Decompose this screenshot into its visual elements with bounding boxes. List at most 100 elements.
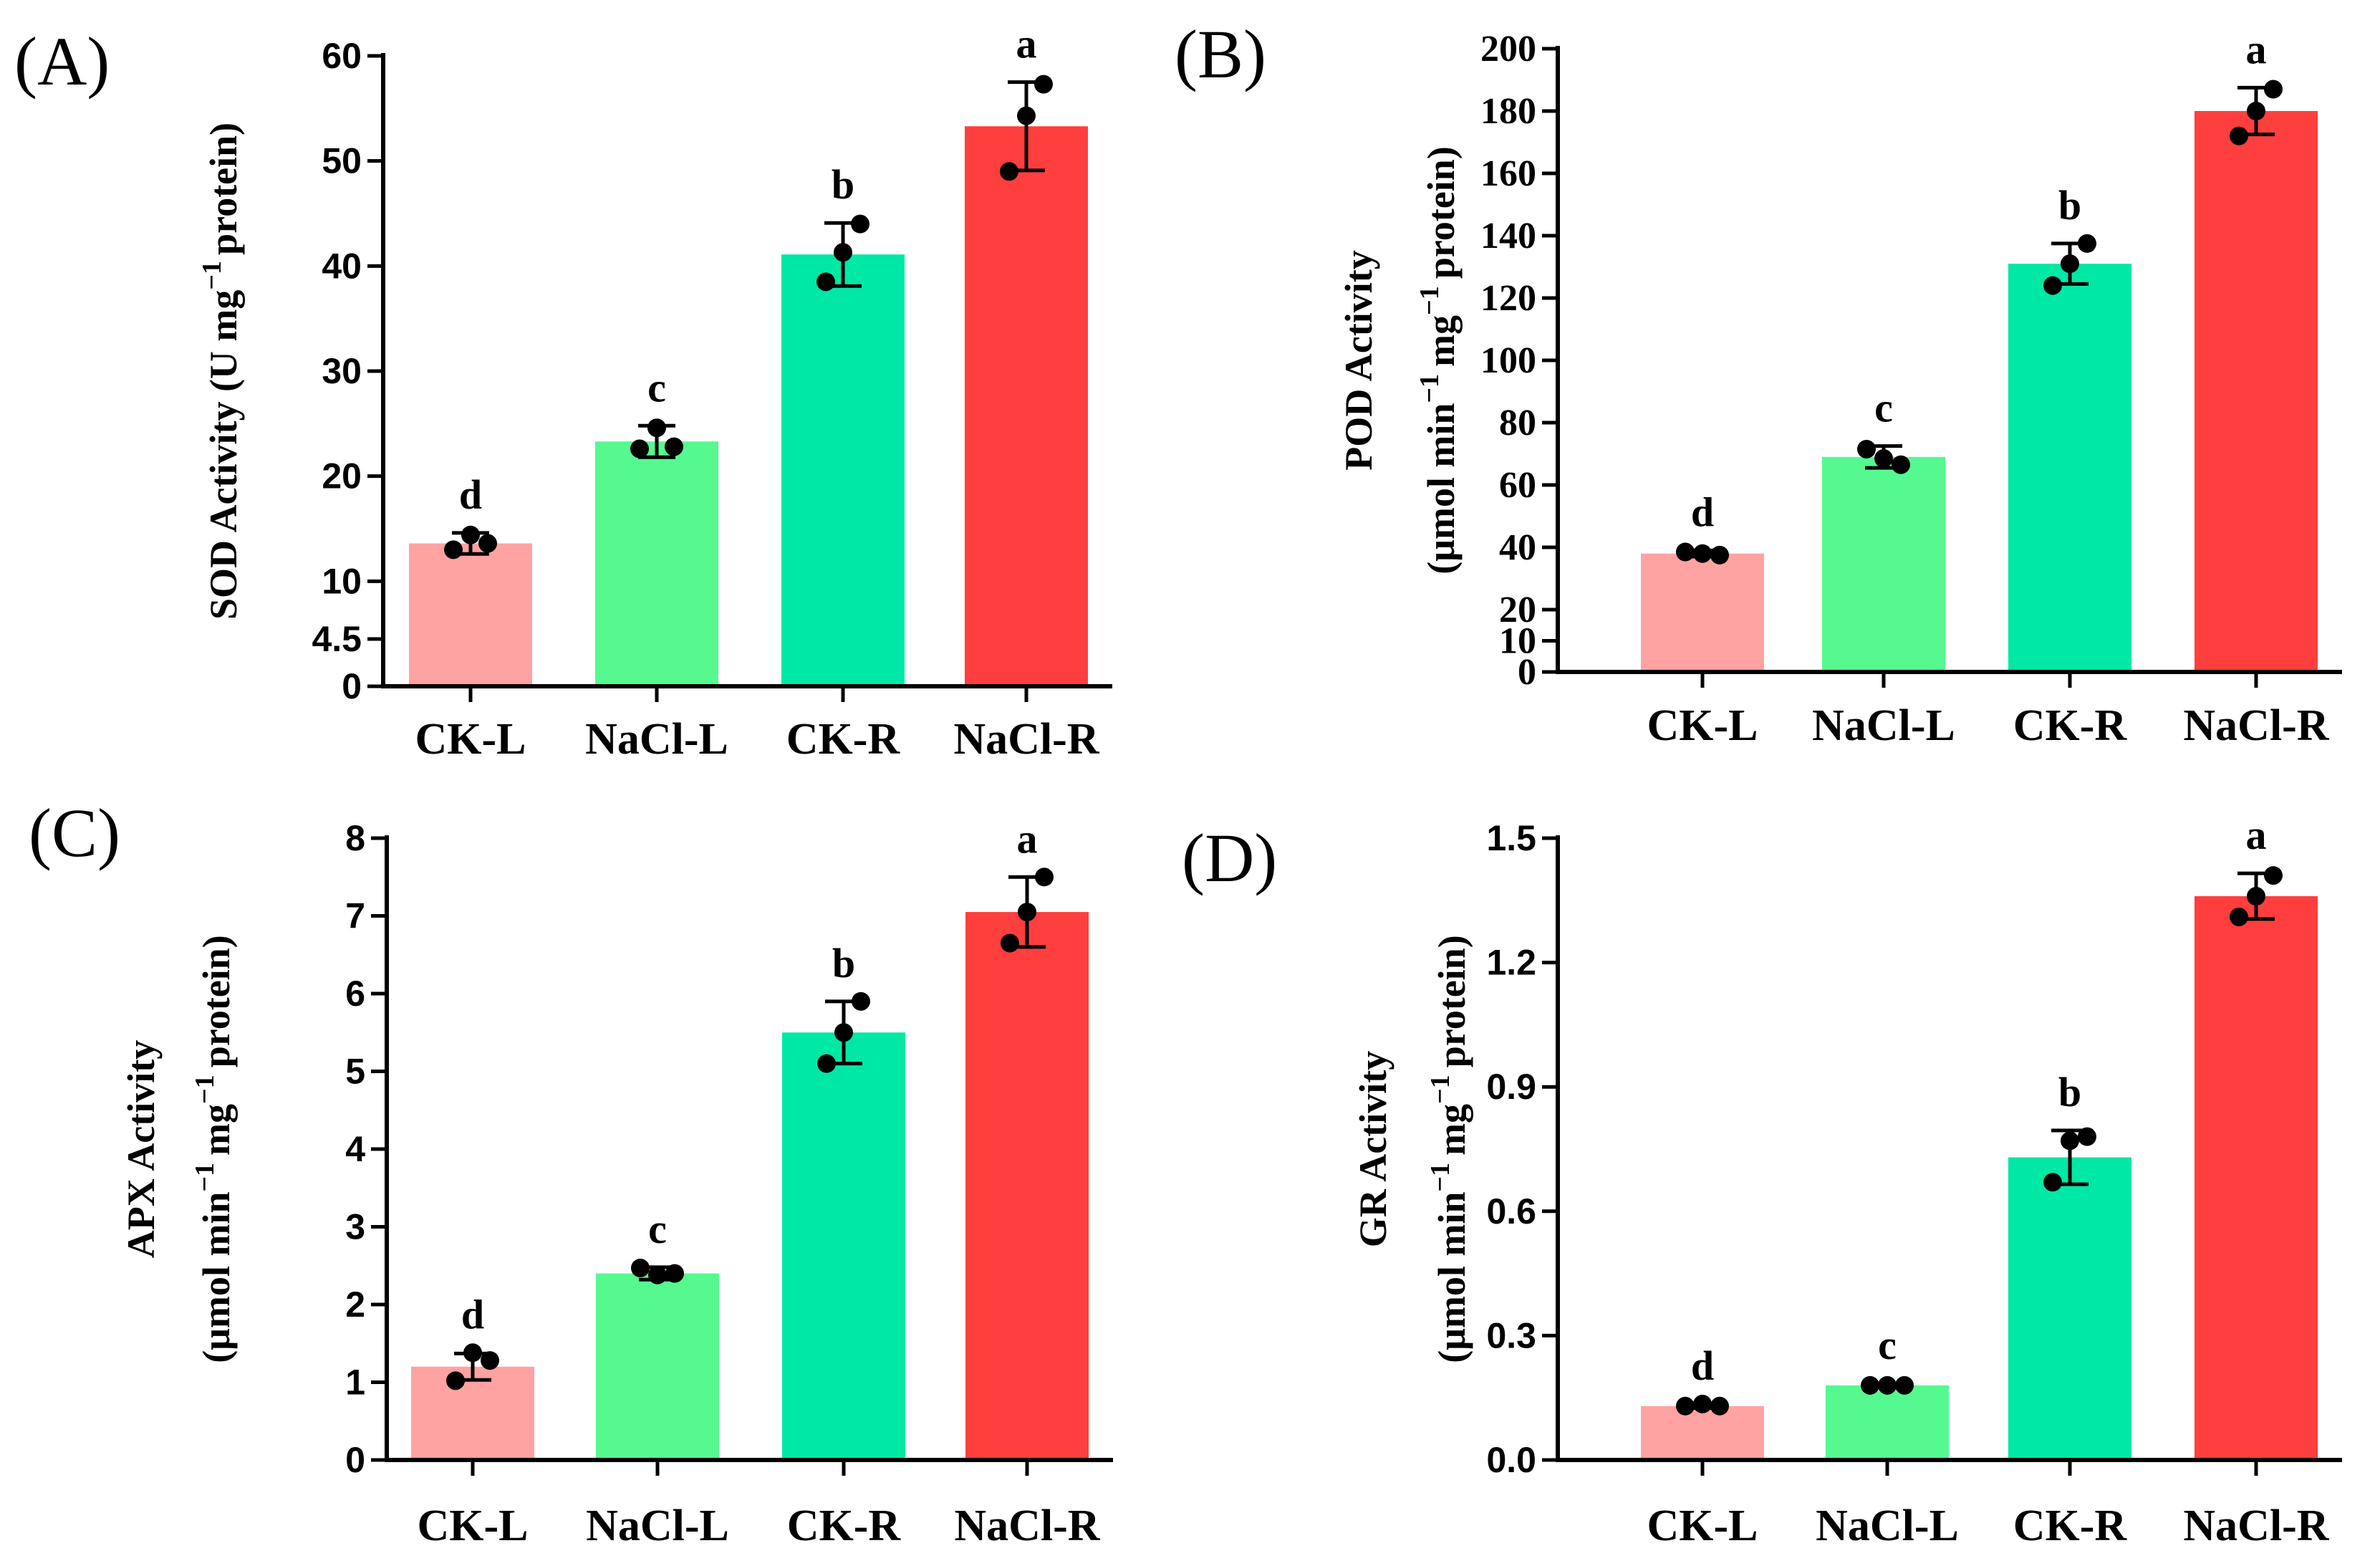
- y-tick-label: 30: [322, 351, 362, 391]
- bar-ck-l: [1641, 1406, 1764, 1460]
- significance-letter: d: [1691, 489, 1714, 535]
- y-axis-title-units: (μmol min−1mg−1protein): [190, 935, 238, 1363]
- data-point: [2247, 887, 2265, 906]
- panel-label: (B): [1175, 16, 1266, 92]
- y-axis-title: SOD Activity (U mg−1 protein): [197, 123, 245, 620]
- significance-letter: c: [1878, 1322, 1897, 1368]
- data-point: [834, 243, 852, 262]
- bar-ck-l: [409, 543, 532, 686]
- y-tick-label: 4.5: [312, 619, 362, 659]
- y-axis-units-part: mg: [1420, 315, 1463, 367]
- data-point: [2061, 254, 2079, 274]
- significance-letter: a: [2246, 812, 2267, 858]
- y-tick-label: 100: [1480, 340, 1536, 381]
- y-tick-label: 5: [345, 1052, 365, 1092]
- bar-ck-r: [2008, 264, 2131, 672]
- data-point: [1710, 545, 1729, 565]
- y-axis-units-part: (μmol min: [195, 1192, 238, 1363]
- y-tick-label: 6: [345, 974, 365, 1014]
- category-label: CK-R: [786, 715, 901, 764]
- y-axis-title: POD Activity: [1337, 250, 1380, 470]
- y-tick-label: 7: [345, 896, 365, 936]
- data-point: [647, 418, 666, 438]
- data-point: [481, 1351, 499, 1370]
- data-point: [2264, 866, 2283, 885]
- y-tick-label: 4: [345, 1129, 365, 1169]
- significance-letter: b: [832, 161, 854, 208]
- significance-letter: b: [2058, 1069, 2081, 1115]
- data-point: [1034, 75, 1053, 94]
- data-point: [2043, 1173, 2062, 1192]
- y-tick-label: 50: [322, 141, 362, 181]
- category-label: NaCl-R: [953, 715, 1099, 764]
- y-tick-label: 120: [1480, 278, 1536, 319]
- data-point: [1676, 542, 1695, 562]
- data-point: [2043, 276, 2062, 295]
- data-point: [834, 1023, 853, 1042]
- data-point: [1676, 1396, 1695, 1416]
- y-tick-label: 60: [322, 36, 362, 76]
- category-label: CK-L: [415, 715, 526, 764]
- significance-letter: d: [461, 1291, 484, 1337]
- panel-label: (D): [1182, 820, 1277, 896]
- bar-ck-r: [782, 1032, 905, 1460]
- data-point: [1892, 455, 1910, 474]
- significance-letter: d: [1691, 1342, 1714, 1389]
- significance-letter: c: [1874, 385, 1893, 431]
- significance-letter: d: [459, 471, 482, 518]
- y-axis-units-sup: −1: [190, 1163, 220, 1192]
- y-axis-units-sup: −1: [1425, 1163, 1455, 1192]
- y-axis-title-sup: −1: [197, 261, 227, 290]
- category-label: NaCl-L: [585, 715, 728, 764]
- bar-ck-l: [1641, 553, 1764, 672]
- category-label: CK-R: [2013, 701, 2128, 750]
- data-point: [444, 540, 463, 559]
- data-point: [1001, 933, 1019, 953]
- data-point: [851, 214, 869, 234]
- data-point: [1693, 1394, 1712, 1413]
- y-tick-label: 0.9: [1486, 1067, 1536, 1107]
- y-axis-units-part: mg: [1430, 1104, 1473, 1156]
- y-tick-label: 0: [1518, 652, 1536, 693]
- data-point: [2078, 234, 2096, 253]
- data-point: [2230, 126, 2248, 145]
- bar-ck-r: [2008, 1157, 2131, 1460]
- bar-nacl-r: [965, 126, 1088, 686]
- data-point: [1018, 903, 1036, 922]
- y-axis-units-sup: −1: [1425, 1075, 1455, 1104]
- data-point: [2264, 80, 2283, 99]
- bar-nacl-r: [965, 912, 1089, 1460]
- data-point: [461, 525, 480, 544]
- bar-nacl-l: [596, 1273, 719, 1460]
- data-point: [1000, 162, 1018, 181]
- data-point: [2247, 102, 2265, 120]
- data-point: [1693, 544, 1712, 563]
- y-tick-label: 0.3: [1486, 1315, 1536, 1355]
- category-label: CK-R: [2013, 1502, 2128, 1550]
- data-point: [1017, 106, 1036, 125]
- y-axis-units-part: (μmol min: [1420, 403, 1463, 575]
- bar-nacl-l: [1822, 456, 1945, 672]
- y-tick-label: 1.2: [1486, 943, 1536, 983]
- significance-letter: b: [2058, 182, 2081, 229]
- data-point: [446, 1371, 465, 1390]
- data-point: [1035, 868, 1054, 887]
- bar-ck-r: [781, 254, 905, 686]
- y-axis-units-sup: −1: [190, 1075, 220, 1104]
- category-label: CK-L: [1647, 1502, 1758, 1550]
- data-point: [478, 534, 497, 553]
- data-point: [1895, 1375, 1914, 1395]
- bar-nacl-r: [2194, 896, 2318, 1460]
- data-point: [630, 439, 649, 458]
- panel-d: (D) d c b a 0.0 0.3 0.6 0.9 1.2 1.5 CK-L NaCl-L CK-R N…: [1182, 812, 2342, 1550]
- data-point: [852, 991, 870, 1011]
- y-tick-label: 0: [345, 1440, 365, 1480]
- y-tick-label: 180: [1480, 91, 1536, 132]
- y-axis-units-sup: −1: [1415, 286, 1445, 315]
- significance-letter: b: [832, 940, 855, 986]
- data-point: [2061, 1131, 2079, 1151]
- data-point: [1874, 449, 1893, 469]
- data-point: [817, 1054, 836, 1073]
